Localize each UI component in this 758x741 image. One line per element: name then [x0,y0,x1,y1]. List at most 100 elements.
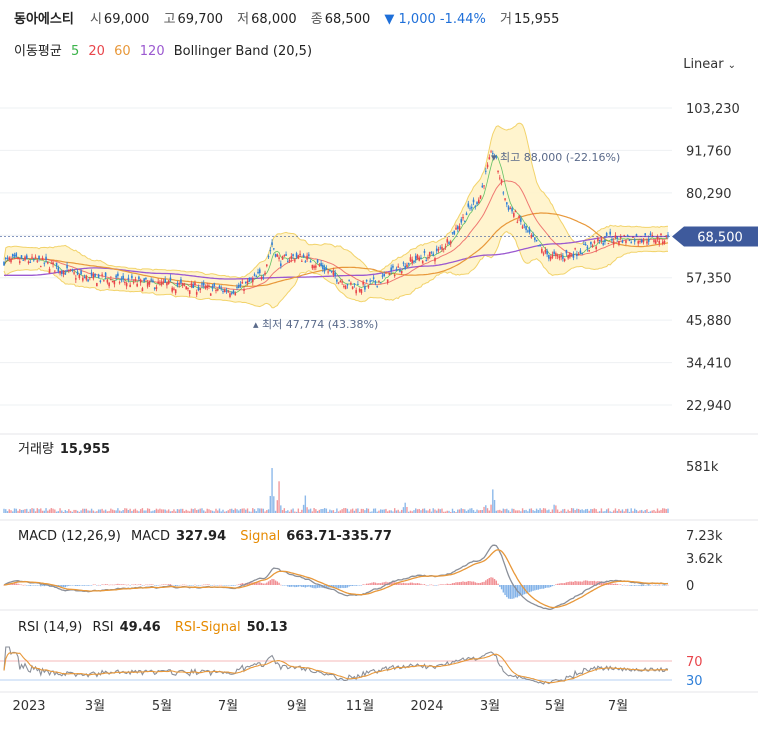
macd-histogram-bar [304,585,307,588]
volume-bar [388,510,391,513]
macd-histogram-bar [649,585,652,586]
candle-body [201,283,203,285]
macd-histogram-bar [309,585,312,588]
macd-histogram-bar [248,582,250,585]
candle-body [495,156,498,158]
volume-bar [206,508,208,513]
candle-body [75,278,77,280]
volume-bar [255,511,257,513]
candle-body [171,287,173,292]
candle-body [640,239,643,243]
macd-histogram-bar [241,583,243,585]
candle-body [82,277,84,281]
candle-body [241,281,244,284]
macd-histogram-bar [588,581,590,585]
volume-bar [274,510,277,513]
volume-bar [511,508,513,513]
macd-histogram-bar [8,583,10,585]
candle-body [180,279,182,284]
volume-bar [590,508,592,513]
volume-bar [253,509,256,513]
volume-bar [395,510,398,513]
macd-histogram-bar [203,584,205,586]
volume-bar [530,508,533,513]
volume-bar [108,510,110,513]
macd-histogram-bar [69,585,72,586]
volume-bar [245,509,247,513]
macd-histogram-bar [164,584,166,585]
candle-body [185,286,188,290]
candle-body [337,282,340,284]
macd-histogram-bar [397,582,399,585]
macd-histogram-bar [642,585,645,586]
macd-histogram-bar [420,583,422,585]
candle-body [576,254,578,257]
macd-histogram-bar [462,581,464,585]
candle-body [157,281,159,284]
candle-body [598,239,601,241]
macd-histogram-bar [157,585,159,586]
candle-body [565,249,568,254]
macd-histogram-bar [71,585,74,586]
candle-body [451,232,454,234]
macd-histogram-bar [280,584,282,586]
macd-histogram-bar [227,585,229,586]
candle-body [150,279,152,281]
candle-body [527,230,529,232]
macd-histogram-bar [52,585,54,587]
volume-bar [276,500,279,513]
volume-bar [646,509,648,513]
macd-histogram-bar [379,583,382,585]
candle-body [334,272,336,276]
volume-bar [248,511,250,513]
candle-body [280,263,282,267]
candle-body [276,254,279,257]
candle-body [456,226,459,230]
candle-body [476,202,478,205]
macd-histogram-bar [591,581,594,585]
macd-histogram-bar [40,585,42,587]
candle-body [520,218,522,222]
macd-histogram-bar [488,577,490,585]
macd-histogram-bar [346,585,349,588]
macd-histogram-bar [492,577,494,585]
volume-bar [569,510,571,513]
candle-body [513,213,515,217]
volume-bar [55,511,58,513]
volume-bar [322,508,324,513]
macd-histogram-bar [513,585,515,599]
macd-histogram-bar [264,583,266,585]
macd-histogram-bar [292,585,294,587]
macd-histogram-bar [593,580,596,585]
volume-bar [299,511,301,513]
candle-body [371,280,373,282]
candle-body [560,255,562,258]
candle-body [376,285,378,287]
volume-bar [616,510,618,513]
macd-histogram-bar [197,585,200,586]
candle-body [435,248,438,252]
ma5-line [3,154,669,294]
volume-bar [446,510,448,513]
macd-histogram-bar [232,585,235,586]
volume-bar [618,509,620,513]
scale-dropdown[interactable]: Linear ⌄ [683,57,736,72]
price-axis-label-5: 45,880 [686,314,732,329]
candle-body [649,233,652,235]
candle-body [187,287,189,290]
macd-histogram-bar [586,580,589,585]
volume-bar [110,508,112,513]
volume-bar [409,510,412,513]
volume-bar [295,511,298,513]
candle-body [64,273,67,275]
macd-histogram-bar [99,585,102,586]
macd-histogram-bar [199,585,201,586]
candle-body [339,280,342,283]
macd-histogram-bar [80,585,82,586]
candle-body [661,241,664,244]
volume-bar [10,510,12,513]
macd-histogram-bar [33,585,35,586]
volume-bar [374,508,377,513]
volume-bar [22,509,24,513]
volume-bar [50,508,53,513]
